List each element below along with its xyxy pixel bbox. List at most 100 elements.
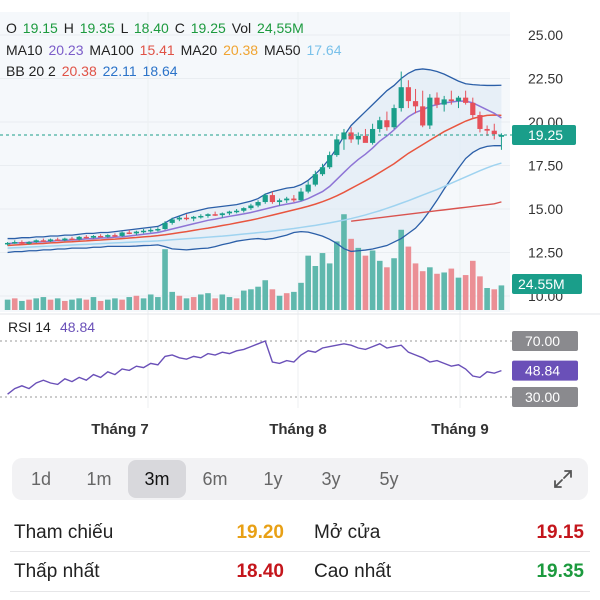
range-5y[interactable]: 5y bbox=[379, 468, 399, 489]
legend-label: C bbox=[174, 20, 189, 36]
volume-bar bbox=[419, 271, 426, 310]
bb-upper-line bbox=[7, 68, 502, 240]
volume-bar bbox=[104, 299, 111, 310]
volume-bar bbox=[348, 238, 354, 310]
price-tick-label: 25.00 bbox=[528, 27, 563, 43]
range-3m[interactable]: 3m bbox=[128, 460, 186, 498]
candle-body bbox=[448, 99, 454, 102]
candle-body bbox=[162, 222, 168, 230]
volume-bar bbox=[312, 266, 319, 310]
volume-badge bbox=[512, 274, 582, 294]
range-1y[interactable]: 1y bbox=[263, 468, 283, 489]
range-1m[interactable]: 1m bbox=[86, 468, 112, 489]
candle-body bbox=[384, 120, 390, 128]
expand-icon[interactable] bbox=[552, 468, 574, 490]
bb-lower-line bbox=[7, 145, 502, 254]
rsi-label: RSI 14 bbox=[8, 319, 51, 335]
rsi-value: 48.84 bbox=[60, 319, 95, 335]
volume-bar bbox=[97, 300, 104, 310]
rsi-level-badge bbox=[512, 387, 578, 407]
open-price-label: Mở cửa bbox=[314, 522, 381, 543]
candle-body bbox=[234, 210, 240, 213]
candle-body bbox=[391, 108, 397, 128]
candle-body bbox=[205, 214, 211, 216]
ohlc-legend: O 19.15 H 19.35 L 18.40 C 19.25 Vol 24,5… bbox=[6, 20, 306, 36]
range-6m[interactable]: 6m bbox=[202, 468, 228, 489]
last-price-badge bbox=[512, 125, 576, 146]
volume-bar bbox=[262, 280, 269, 310]
candle-body bbox=[420, 106, 426, 126]
candle-body bbox=[183, 217, 190, 220]
volume-bar bbox=[305, 255, 311, 310]
price-chart[interactable]: 25.0022.5020.0017.5015.0012.5010.0019.25… bbox=[0, 0, 600, 445]
volume-bar bbox=[412, 263, 419, 310]
candle-body bbox=[305, 184, 311, 192]
volume-bar bbox=[226, 297, 233, 310]
legend-value: 20.38 bbox=[61, 63, 101, 79]
candle-body bbox=[248, 205, 254, 209]
volume-bar bbox=[291, 291, 297, 310]
volume-bar bbox=[205, 293, 211, 310]
candle-body bbox=[470, 102, 476, 116]
candle-body bbox=[355, 135, 361, 140]
legend-label: Vol bbox=[231, 20, 256, 36]
candle-body bbox=[484, 128, 490, 131]
candle-body bbox=[412, 101, 419, 107]
volume-bar bbox=[198, 294, 204, 310]
volume-bar bbox=[255, 286, 261, 310]
volume-bar bbox=[212, 298, 218, 310]
legend-label: L bbox=[120, 20, 132, 36]
range-1d[interactable]: 1d bbox=[30, 468, 52, 489]
volume-bar bbox=[69, 299, 75, 310]
reference-price-label: Tham chiếu bbox=[14, 522, 114, 543]
candle-body bbox=[441, 99, 447, 105]
legend-value: 22.11 bbox=[102, 63, 141, 79]
volume-bar bbox=[376, 260, 383, 310]
volume-bar bbox=[83, 299, 90, 310]
price-tick-label: 22.50 bbox=[528, 71, 563, 87]
candle-body bbox=[90, 235, 97, 238]
legend-value: 19.15 bbox=[22, 20, 62, 36]
volume-bar bbox=[283, 293, 290, 310]
volume-bar bbox=[147, 294, 154, 310]
volume-bar bbox=[33, 298, 40, 310]
legend-label: MA100 bbox=[89, 42, 138, 58]
rsi-value-label: 48.84 bbox=[525, 363, 560, 379]
candle-body bbox=[212, 214, 218, 216]
price-tick-label: 12.50 bbox=[528, 245, 563, 261]
legend-label: BB 20 2 bbox=[6, 63, 60, 79]
last-price-label: 19.25 bbox=[528, 127, 563, 143]
volume-bar bbox=[434, 273, 440, 310]
candle-body bbox=[241, 208, 247, 211]
legend-value: 17.64 bbox=[306, 42, 342, 58]
candle-body bbox=[105, 235, 111, 237]
bollinger-band-fill bbox=[7, 68, 502, 253]
candle-body bbox=[291, 198, 297, 201]
legend-label: MA20 bbox=[180, 42, 222, 58]
range-3y[interactable]: 3y bbox=[321, 468, 341, 489]
rsi-level-label: 70.00 bbox=[525, 333, 560, 349]
candle-body bbox=[40, 240, 46, 242]
candle-body bbox=[312, 174, 318, 185]
volume-bar bbox=[448, 268, 455, 310]
legend-label: O bbox=[6, 20, 21, 36]
candle-body bbox=[55, 239, 61, 241]
candle-body bbox=[341, 132, 347, 140]
volume-bar bbox=[4, 299, 11, 310]
ma100-line bbox=[351, 201, 502, 222]
volume-bar bbox=[176, 295, 183, 310]
candle-body bbox=[126, 232, 132, 234]
ma10-line bbox=[7, 100, 502, 245]
low-price-value: 18.40 bbox=[236, 561, 284, 582]
volume-bar bbox=[477, 276, 483, 310]
volume-bar bbox=[441, 272, 447, 310]
candle-body bbox=[47, 239, 54, 242]
volume-bar bbox=[233, 298, 240, 310]
volume-bar bbox=[240, 290, 247, 310]
volume-bar bbox=[155, 297, 161, 310]
candle-body bbox=[119, 232, 125, 236]
legend-value: 24,55M bbox=[257, 20, 304, 36]
volume-bar bbox=[276, 295, 283, 310]
ma50-line bbox=[7, 162, 502, 249]
volume-bar bbox=[469, 260, 476, 310]
